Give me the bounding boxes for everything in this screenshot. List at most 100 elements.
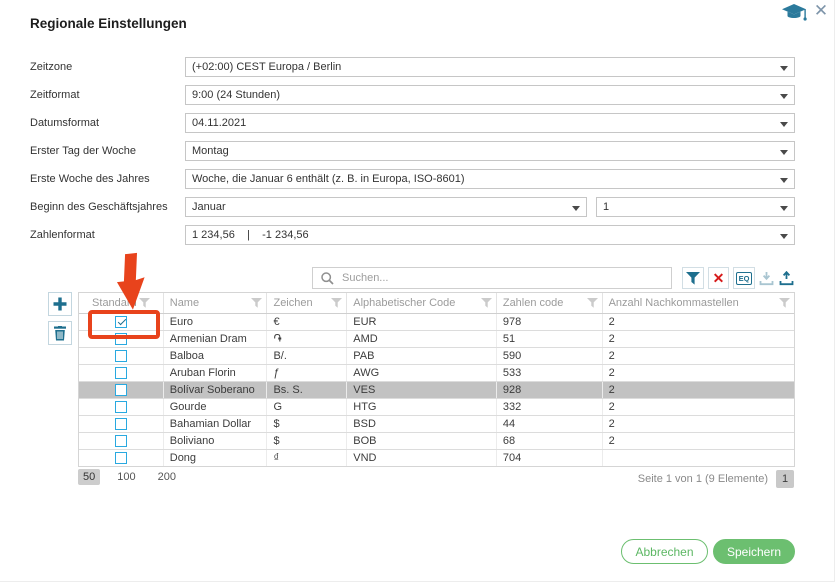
fiscal-day-value: 1: [603, 201, 610, 213]
standard-checkbox[interactable]: [114, 452, 127, 464]
cell-alpha: BSD: [347, 416, 497, 432]
standard-cell: [79, 416, 164, 432]
table-row[interactable]: Bahamian Dollar $ BSD 44 2: [79, 416, 794, 433]
numberformat-select[interactable]: 1 234,56 | -1 234,56: [185, 225, 795, 245]
header-zeichen[interactable]: Zeichen: [267, 293, 348, 313]
table-row[interactable]: Armenian Dram ֏ AMD 51 2: [79, 331, 794, 348]
timezone-select[interactable]: (+02:00) CEST Europa / Berlin: [185, 57, 795, 77]
search-box: [312, 267, 672, 289]
numberformat-value: 1 234,56 | -1 234,56: [192, 229, 309, 241]
standard-checkbox[interactable]: [114, 435, 127, 447]
standard-checkbox[interactable]: [114, 316, 127, 328]
column-filter-icon[interactable]: [480, 298, 492, 308]
help-graduation-cap-icon[interactable]: [781, 2, 809, 26]
currency-table-header: Standard Name Zeichen Alphabetischer Cod…: [79, 293, 794, 314]
page-size-200[interactable]: 200: [157, 471, 176, 483]
page-size-100[interactable]: 100: [117, 471, 136, 483]
standard-cell: [79, 314, 164, 330]
chevron-down-icon: [780, 234, 788, 239]
header-standard[interactable]: Standard: [79, 293, 164, 313]
chevron-down-icon: [780, 66, 788, 71]
delete-row-button[interactable]: [48, 321, 72, 345]
cell-num: 978: [497, 314, 603, 330]
header-alpha-code[interactable]: Alphabetischer Code: [347, 293, 497, 313]
import-button[interactable]: [759, 267, 775, 289]
cell-alpha: AWG: [347, 365, 497, 381]
dateformat-value: 04.11.2021: [192, 117, 247, 129]
cell-name: Gourde: [164, 399, 268, 415]
export-button[interactable]: [779, 267, 795, 289]
standard-cell: [79, 399, 164, 415]
currency-table: Standard Name Zeichen Alphabetischer Cod…: [78, 292, 795, 467]
table-row[interactable]: Boliviano $ BOB 68 2: [79, 433, 794, 450]
fiscal-month-select[interactable]: Januar: [185, 197, 587, 217]
cell-alpha: EUR: [347, 314, 497, 330]
cell-num: 533: [497, 365, 603, 381]
cell-dec: 2: [608, 435, 615, 447]
firstday-select[interactable]: Montag: [185, 141, 795, 161]
column-filter-icon[interactable]: [251, 298, 263, 308]
table-row[interactable]: Balboa B/. PAB 590 2: [79, 348, 794, 365]
cell-name: Euro: [164, 314, 268, 330]
cancel-button[interactable]: Abbrechen: [621, 539, 708, 564]
page-title: Regionale Einstellungen: [30, 16, 187, 31]
page-size-50[interactable]: 50: [78, 469, 101, 485]
header-nachkommastellen[interactable]: Anzahl Nachkommastellen: [603, 293, 794, 313]
search-input[interactable]: [340, 271, 671, 285]
header-name[interactable]: Name: [164, 293, 268, 313]
table-row[interactable]: Euro € EUR 978 2: [79, 314, 794, 331]
firstweek-select[interactable]: Woche, die Januar 6 enthält (z. B. in Eu…: [185, 169, 795, 189]
cell-num: 51: [497, 331, 603, 347]
search-panel-button[interactable]: EQ: [733, 267, 755, 289]
cell-zeichen: $: [267, 433, 348, 449]
cell-num: 44: [497, 416, 603, 432]
table-row[interactable]: Aruban Florin ƒ AWG 533 2: [79, 365, 794, 382]
timeformat-select[interactable]: 9:00 (24 Stunden): [185, 85, 795, 105]
header-zahlen-code[interactable]: Zahlen code: [497, 293, 603, 313]
cell-alpha: VND: [347, 450, 497, 466]
standard-cell: [79, 382, 164, 398]
plus-icon: [53, 297, 67, 311]
add-row-button[interactable]: [48, 292, 72, 316]
export-upload-icon: [780, 270, 794, 285]
column-filter-icon[interactable]: [331, 298, 343, 308]
header-label: Standard: [92, 297, 137, 309]
firstweek-label: Erste Woche des Jahres: [30, 173, 150, 185]
standard-checkbox[interactable]: [114, 367, 127, 379]
standard-checkbox[interactable]: [114, 350, 127, 362]
save-button[interactable]: Speichern: [713, 539, 795, 564]
column-filter-icon[interactable]: [586, 298, 598, 308]
close-icon[interactable]: ✕: [813, 1, 829, 20]
standard-checkbox[interactable]: [114, 384, 127, 396]
cell-name: Balboa: [164, 348, 268, 364]
header-label: Alphabetischer Code: [353, 297, 456, 309]
page-size-selector: 50 100 200: [78, 469, 181, 485]
standard-cell: [79, 348, 164, 364]
table-row[interactable]: Gourde G HTG 332 2: [79, 399, 794, 416]
page-1-button[interactable]: 1: [776, 470, 794, 488]
cell-zeichen: Bs. S.: [267, 382, 348, 398]
header-label: Zahlen code: [502, 297, 564, 309]
form-row-timeformat: Zeitformat 9:00 (24 Stunden): [30, 85, 795, 106]
standard-checkbox[interactable]: [114, 401, 127, 413]
standard-checkbox[interactable]: [114, 418, 127, 430]
cell-zeichen: ֏: [267, 331, 348, 347]
standard-checkbox[interactable]: [114, 333, 127, 345]
header-label: Zeichen: [273, 297, 313, 309]
cell-num: 704: [497, 450, 603, 466]
filter-button[interactable]: [682, 267, 704, 289]
column-filter-icon[interactable]: [779, 298, 791, 308]
clear-filter-button[interactable]: ✕: [707, 267, 730, 289]
table-row[interactable]: Dong ₫ VND 704: [79, 450, 794, 466]
dateformat-select[interactable]: 04.11.2021: [185, 113, 795, 133]
form-row-firstday: Erster Tag der Woche Montag: [30, 141, 795, 162]
pager-right: Seite 1 von 1 (9 Elemente) 1: [638, 470, 794, 488]
cell-name: Dong: [164, 450, 268, 466]
timeformat-label: Zeitformat: [30, 89, 80, 101]
chevron-down-icon: [780, 206, 788, 211]
import-download-icon: [760, 271, 774, 285]
table-row[interactable]: Bolívar Soberano Bs. S. VES 928 2: [79, 382, 794, 399]
fiscal-day-select[interactable]: 1: [596, 197, 795, 217]
cell-dec: 2: [608, 367, 615, 379]
column-filter-icon[interactable]: [138, 298, 150, 308]
